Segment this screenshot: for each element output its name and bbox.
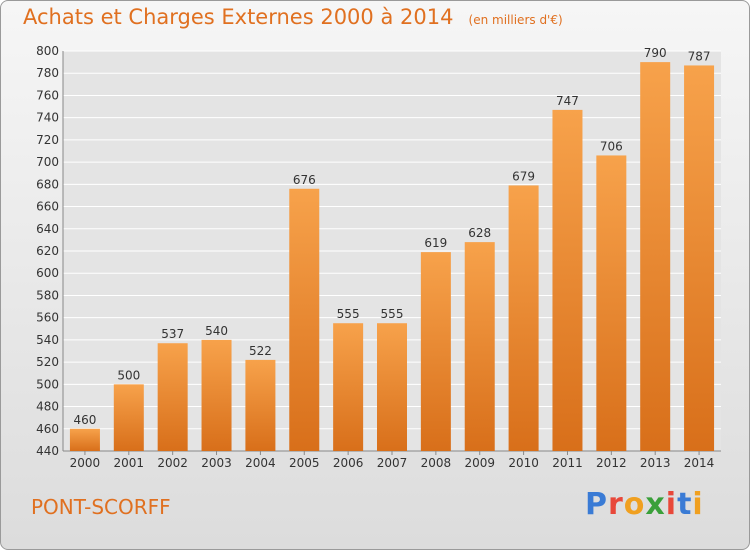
data-label-2006: 555 bbox=[337, 307, 360, 321]
y-tick-label: 520 bbox=[36, 355, 59, 369]
y-tick-label: 640 bbox=[36, 222, 59, 236]
chart-unit-text: (en milliers d'€) bbox=[468, 13, 563, 27]
x-tick-label-2005: 2005 bbox=[289, 456, 320, 470]
brand-logo: Proxiti bbox=[585, 487, 704, 522]
y-tick-label: 740 bbox=[36, 111, 59, 125]
data-label-2010: 679 bbox=[512, 169, 535, 183]
data-label-2009: 628 bbox=[468, 226, 491, 240]
bar-2012 bbox=[596, 155, 627, 451]
x-tick-label-2000: 2000 bbox=[70, 456, 101, 470]
x-tick-label-2007: 2007 bbox=[377, 456, 408, 470]
x-tick-label-2010: 2010 bbox=[508, 456, 539, 470]
brand-letter: t bbox=[677, 487, 693, 522]
y-tick-label: 500 bbox=[36, 377, 59, 391]
y-tick-label: 700 bbox=[36, 155, 59, 169]
y-tick-label: 780 bbox=[36, 66, 59, 80]
bar-2002 bbox=[157, 343, 188, 451]
y-tick-label: 800 bbox=[36, 44, 59, 58]
bar-2003 bbox=[201, 339, 232, 451]
x-tick-label-2002: 2002 bbox=[157, 456, 188, 470]
data-label-2001: 500 bbox=[117, 368, 140, 382]
x-tick-label-2014: 2014 bbox=[684, 456, 715, 470]
y-tick-label: 620 bbox=[36, 244, 59, 258]
brand-letter: x bbox=[645, 487, 666, 522]
y-tick-label: 580 bbox=[36, 288, 59, 302]
x-tick-label-2008: 2008 bbox=[421, 456, 452, 470]
brand-letter: i bbox=[692, 487, 704, 522]
data-label-2005: 676 bbox=[293, 173, 316, 187]
data-label-2012: 706 bbox=[600, 139, 623, 153]
bar-2009 bbox=[464, 242, 495, 451]
x-tick-label-2001: 2001 bbox=[114, 456, 145, 470]
commune-name: PONT-SCORFF bbox=[31, 495, 171, 519]
x-tick-label-2012: 2012 bbox=[596, 456, 627, 470]
x-tick-label-2006: 2006 bbox=[333, 456, 364, 470]
bar-2006 bbox=[333, 323, 364, 451]
data-label-2000: 460 bbox=[73, 413, 96, 427]
data-label-2014: 787 bbox=[688, 49, 711, 63]
bar-2008 bbox=[420, 252, 451, 451]
brand-letter: i bbox=[665, 487, 678, 522]
y-tick-label: 540 bbox=[36, 333, 59, 347]
data-label-2003: 540 bbox=[205, 324, 228, 338]
data-label-2007: 555 bbox=[381, 307, 404, 321]
bar-2007 bbox=[377, 323, 407, 451]
data-label-2011: 747 bbox=[556, 94, 579, 108]
data-label-2002: 537 bbox=[161, 327, 184, 341]
bar-2014 bbox=[684, 65, 715, 451]
y-tick-label: 440 bbox=[36, 444, 59, 458]
brand-letter: o bbox=[623, 487, 646, 522]
brand-letter: P bbox=[585, 487, 608, 522]
x-tick-label-2003: 2003 bbox=[201, 456, 232, 470]
y-tick-label: 760 bbox=[36, 88, 59, 102]
x-tick-label-2009: 2009 bbox=[464, 456, 495, 470]
chart-title: Achats et Charges Externes 2000 à 2014 (… bbox=[23, 5, 563, 29]
bar-2010 bbox=[508, 185, 539, 451]
y-tick-label: 660 bbox=[36, 200, 59, 214]
y-tick-label: 480 bbox=[36, 400, 59, 414]
bar-2004 bbox=[245, 359, 276, 451]
data-label-2008: 619 bbox=[424, 236, 447, 250]
bar-2000 bbox=[69, 428, 100, 451]
data-label-2004: 522 bbox=[249, 344, 272, 358]
chart-title-text: Achats et Charges Externes 2000 à 2014 bbox=[23, 5, 454, 29]
y-tick-label: 560 bbox=[36, 311, 59, 325]
y-tick-label: 720 bbox=[36, 133, 59, 147]
bar-2011 bbox=[552, 109, 583, 451]
brand-letter: r bbox=[608, 487, 624, 522]
x-tick-label-2011: 2011 bbox=[552, 456, 583, 470]
x-tick-label-2013: 2013 bbox=[640, 456, 671, 470]
bar-2005 bbox=[289, 188, 320, 451]
data-label-2013: 790 bbox=[644, 46, 667, 60]
bar-2013 bbox=[640, 62, 671, 451]
y-tick-label: 680 bbox=[36, 177, 59, 191]
bar-2001 bbox=[113, 384, 144, 451]
y-tick-label: 460 bbox=[36, 422, 59, 436]
x-tick-label-2004: 2004 bbox=[245, 456, 276, 470]
y-tick-label: 600 bbox=[36, 266, 59, 280]
